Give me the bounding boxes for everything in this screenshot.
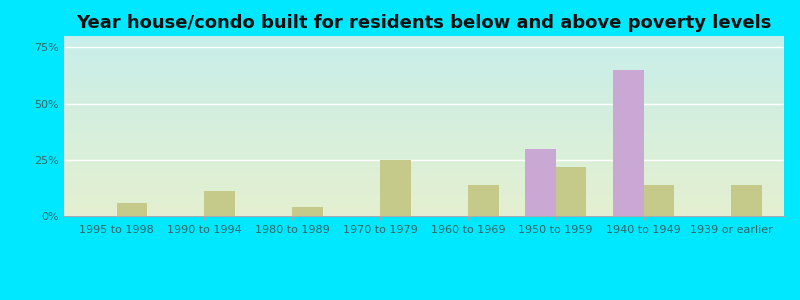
Bar — [556, 167, 586, 216]
Bar — [205, 191, 235, 216]
Title: Year house/condo built for residents below and above poverty levels: Year house/condo built for residents bel… — [76, 14, 772, 32]
Bar — [117, 202, 147, 216]
Bar — [613, 70, 643, 216]
Bar — [468, 184, 498, 216]
Bar — [525, 148, 556, 216]
Bar — [380, 160, 411, 216]
Bar — [643, 184, 674, 216]
Bar — [731, 184, 762, 216]
Bar — [292, 207, 323, 216]
